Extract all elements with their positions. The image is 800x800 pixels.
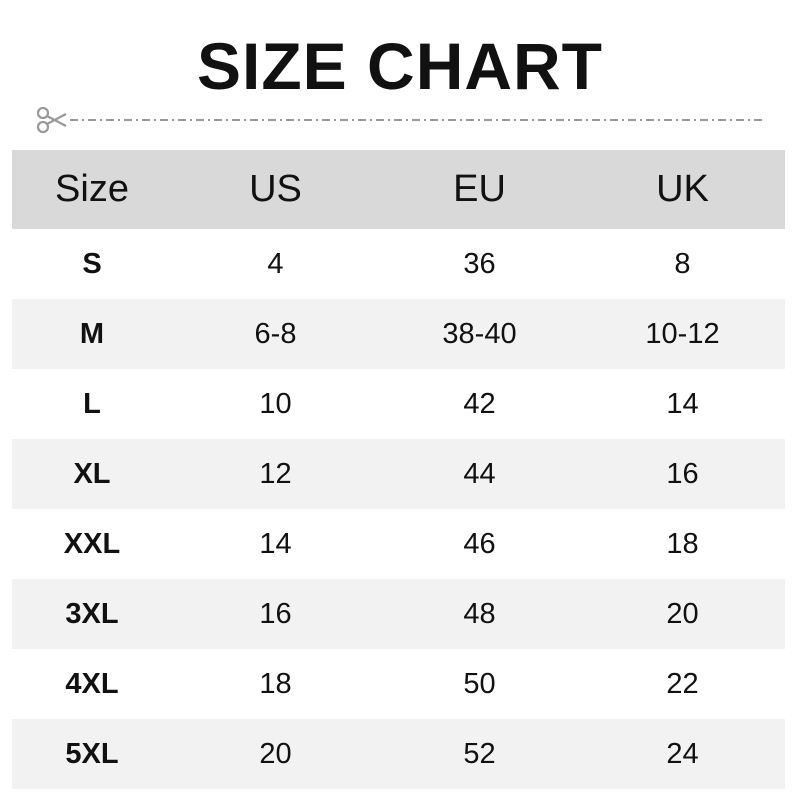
header-eu: EU bbox=[453, 168, 506, 210]
cell-us: 18 bbox=[259, 667, 292, 700]
page-title: SIZE CHART bbox=[197, 29, 603, 103]
table-row: XXL 14 46 18 bbox=[12, 509, 785, 579]
table-row: 4XL 18 50 22 bbox=[12, 649, 785, 719]
scissors-icon bbox=[36, 106, 67, 134]
table-header-row: Size US EU UK bbox=[12, 150, 785, 229]
cell-us: 4 bbox=[267, 247, 284, 280]
table-row: 5XL 20 52 24 bbox=[12, 719, 785, 789]
cell-us: 14 bbox=[259, 527, 292, 560]
cell-eu: 42 bbox=[463, 387, 496, 420]
cell-size: XL bbox=[73, 457, 111, 490]
cell-size: 3XL bbox=[65, 597, 119, 630]
cell-us: 16 bbox=[259, 597, 292, 630]
cell-uk: 24 bbox=[666, 737, 699, 770]
header-uk: UK bbox=[656, 168, 709, 210]
cell-us: 20 bbox=[259, 737, 292, 770]
cell-us: 6-8 bbox=[254, 317, 297, 350]
cell-eu: 38-40 bbox=[442, 317, 517, 350]
cell-eu: 52 bbox=[463, 737, 496, 770]
table-row: XL 12 44 16 bbox=[12, 439, 785, 509]
cell-size: S bbox=[82, 247, 102, 280]
cell-size: 5XL bbox=[65, 737, 119, 770]
cell-uk: 16 bbox=[666, 457, 699, 490]
cell-size: 4XL bbox=[65, 667, 119, 700]
cell-eu: 48 bbox=[463, 597, 496, 630]
cell-uk: 22 bbox=[666, 667, 699, 700]
cell-eu: 46 bbox=[463, 527, 496, 560]
cell-us: 10 bbox=[259, 387, 292, 420]
cell-uk: 20 bbox=[666, 597, 699, 630]
cell-uk: 8 bbox=[674, 247, 691, 280]
cell-eu: 44 bbox=[463, 457, 496, 490]
cut-line bbox=[36, 106, 766, 134]
table-row: M 6-8 38-40 10-12 bbox=[12, 299, 785, 369]
cell-us: 12 bbox=[259, 457, 292, 490]
cell-eu: 50 bbox=[463, 667, 496, 700]
cell-uk: 10-12 bbox=[645, 317, 720, 350]
cell-uk: 14 bbox=[666, 387, 699, 420]
table-row: S 4 36 8 bbox=[12, 229, 785, 299]
cell-size: XXL bbox=[63, 527, 121, 560]
size-table: Size US EU UK S 4 36 8 M 6-8 38-40 10-12 L 10 42 14… bbox=[12, 150, 785, 789]
table-row: 3XL 16 48 20 bbox=[12, 579, 785, 649]
cell-size: L bbox=[83, 387, 101, 420]
table-row: L 10 42 14 bbox=[12, 369, 785, 439]
cell-size: M bbox=[79, 317, 105, 350]
header-us: US bbox=[249, 168, 302, 210]
cell-eu: 36 bbox=[463, 247, 496, 280]
cell-uk: 18 bbox=[666, 527, 699, 560]
header-size: Size bbox=[55, 168, 129, 210]
